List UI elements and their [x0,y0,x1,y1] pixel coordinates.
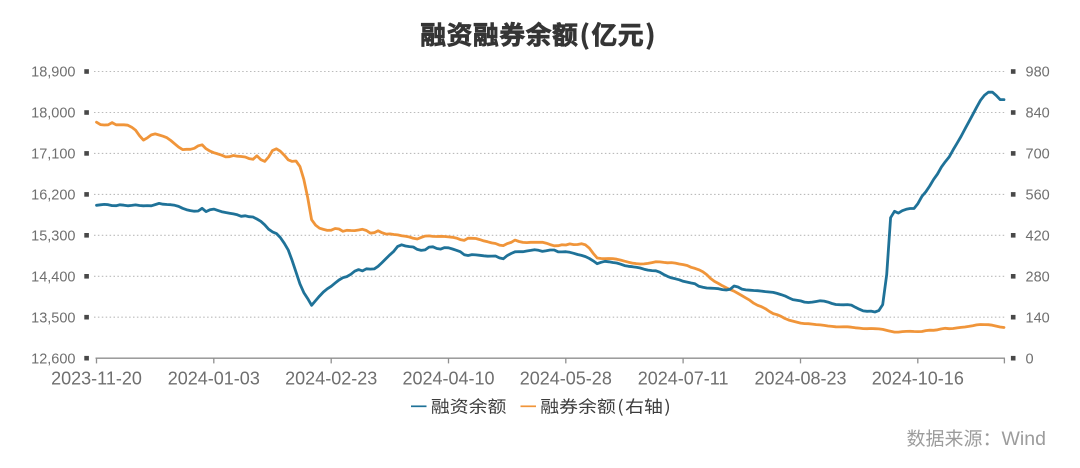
svg-text:420: 420 [1026,228,1050,244]
svg-text:14,400: 14,400 [31,269,75,285]
svg-text:560: 560 [1026,188,1050,204]
svg-text:2024-05-28: 2024-05-28 [520,369,612,389]
svg-text:18,000: 18,000 [31,106,75,122]
svg-text:Wind: Wind [1002,428,1046,450]
svg-text:280: 280 [1026,269,1050,285]
svg-text:2024-08-23: 2024-08-23 [754,369,846,389]
svg-text:15,300: 15,300 [31,228,75,244]
svg-text:2024-07-11: 2024-07-11 [638,369,729,389]
svg-text:17,100: 17,100 [31,147,75,163]
svg-text:13,500: 13,500 [31,310,75,326]
svg-text:2024-10-16: 2024-10-16 [872,369,964,389]
svg-text:0: 0 [1026,351,1034,367]
svg-text:980: 980 [1026,65,1050,81]
svg-text:16,200: 16,200 [31,188,75,204]
svg-text:2023-11-20: 2023-11-20 [51,369,142,389]
svg-text:2024-02-23: 2024-02-23 [285,369,377,389]
svg-text:18,900: 18,900 [31,65,75,81]
svg-text:2024-01-03: 2024-01-03 [168,369,260,389]
svg-text:140: 140 [1026,310,1050,326]
svg-text:2024-04-10: 2024-04-10 [402,369,494,389]
svg-text:840: 840 [1026,106,1050,122]
svg-text:700: 700 [1026,147,1050,163]
svg-text:12,600: 12,600 [31,351,75,367]
